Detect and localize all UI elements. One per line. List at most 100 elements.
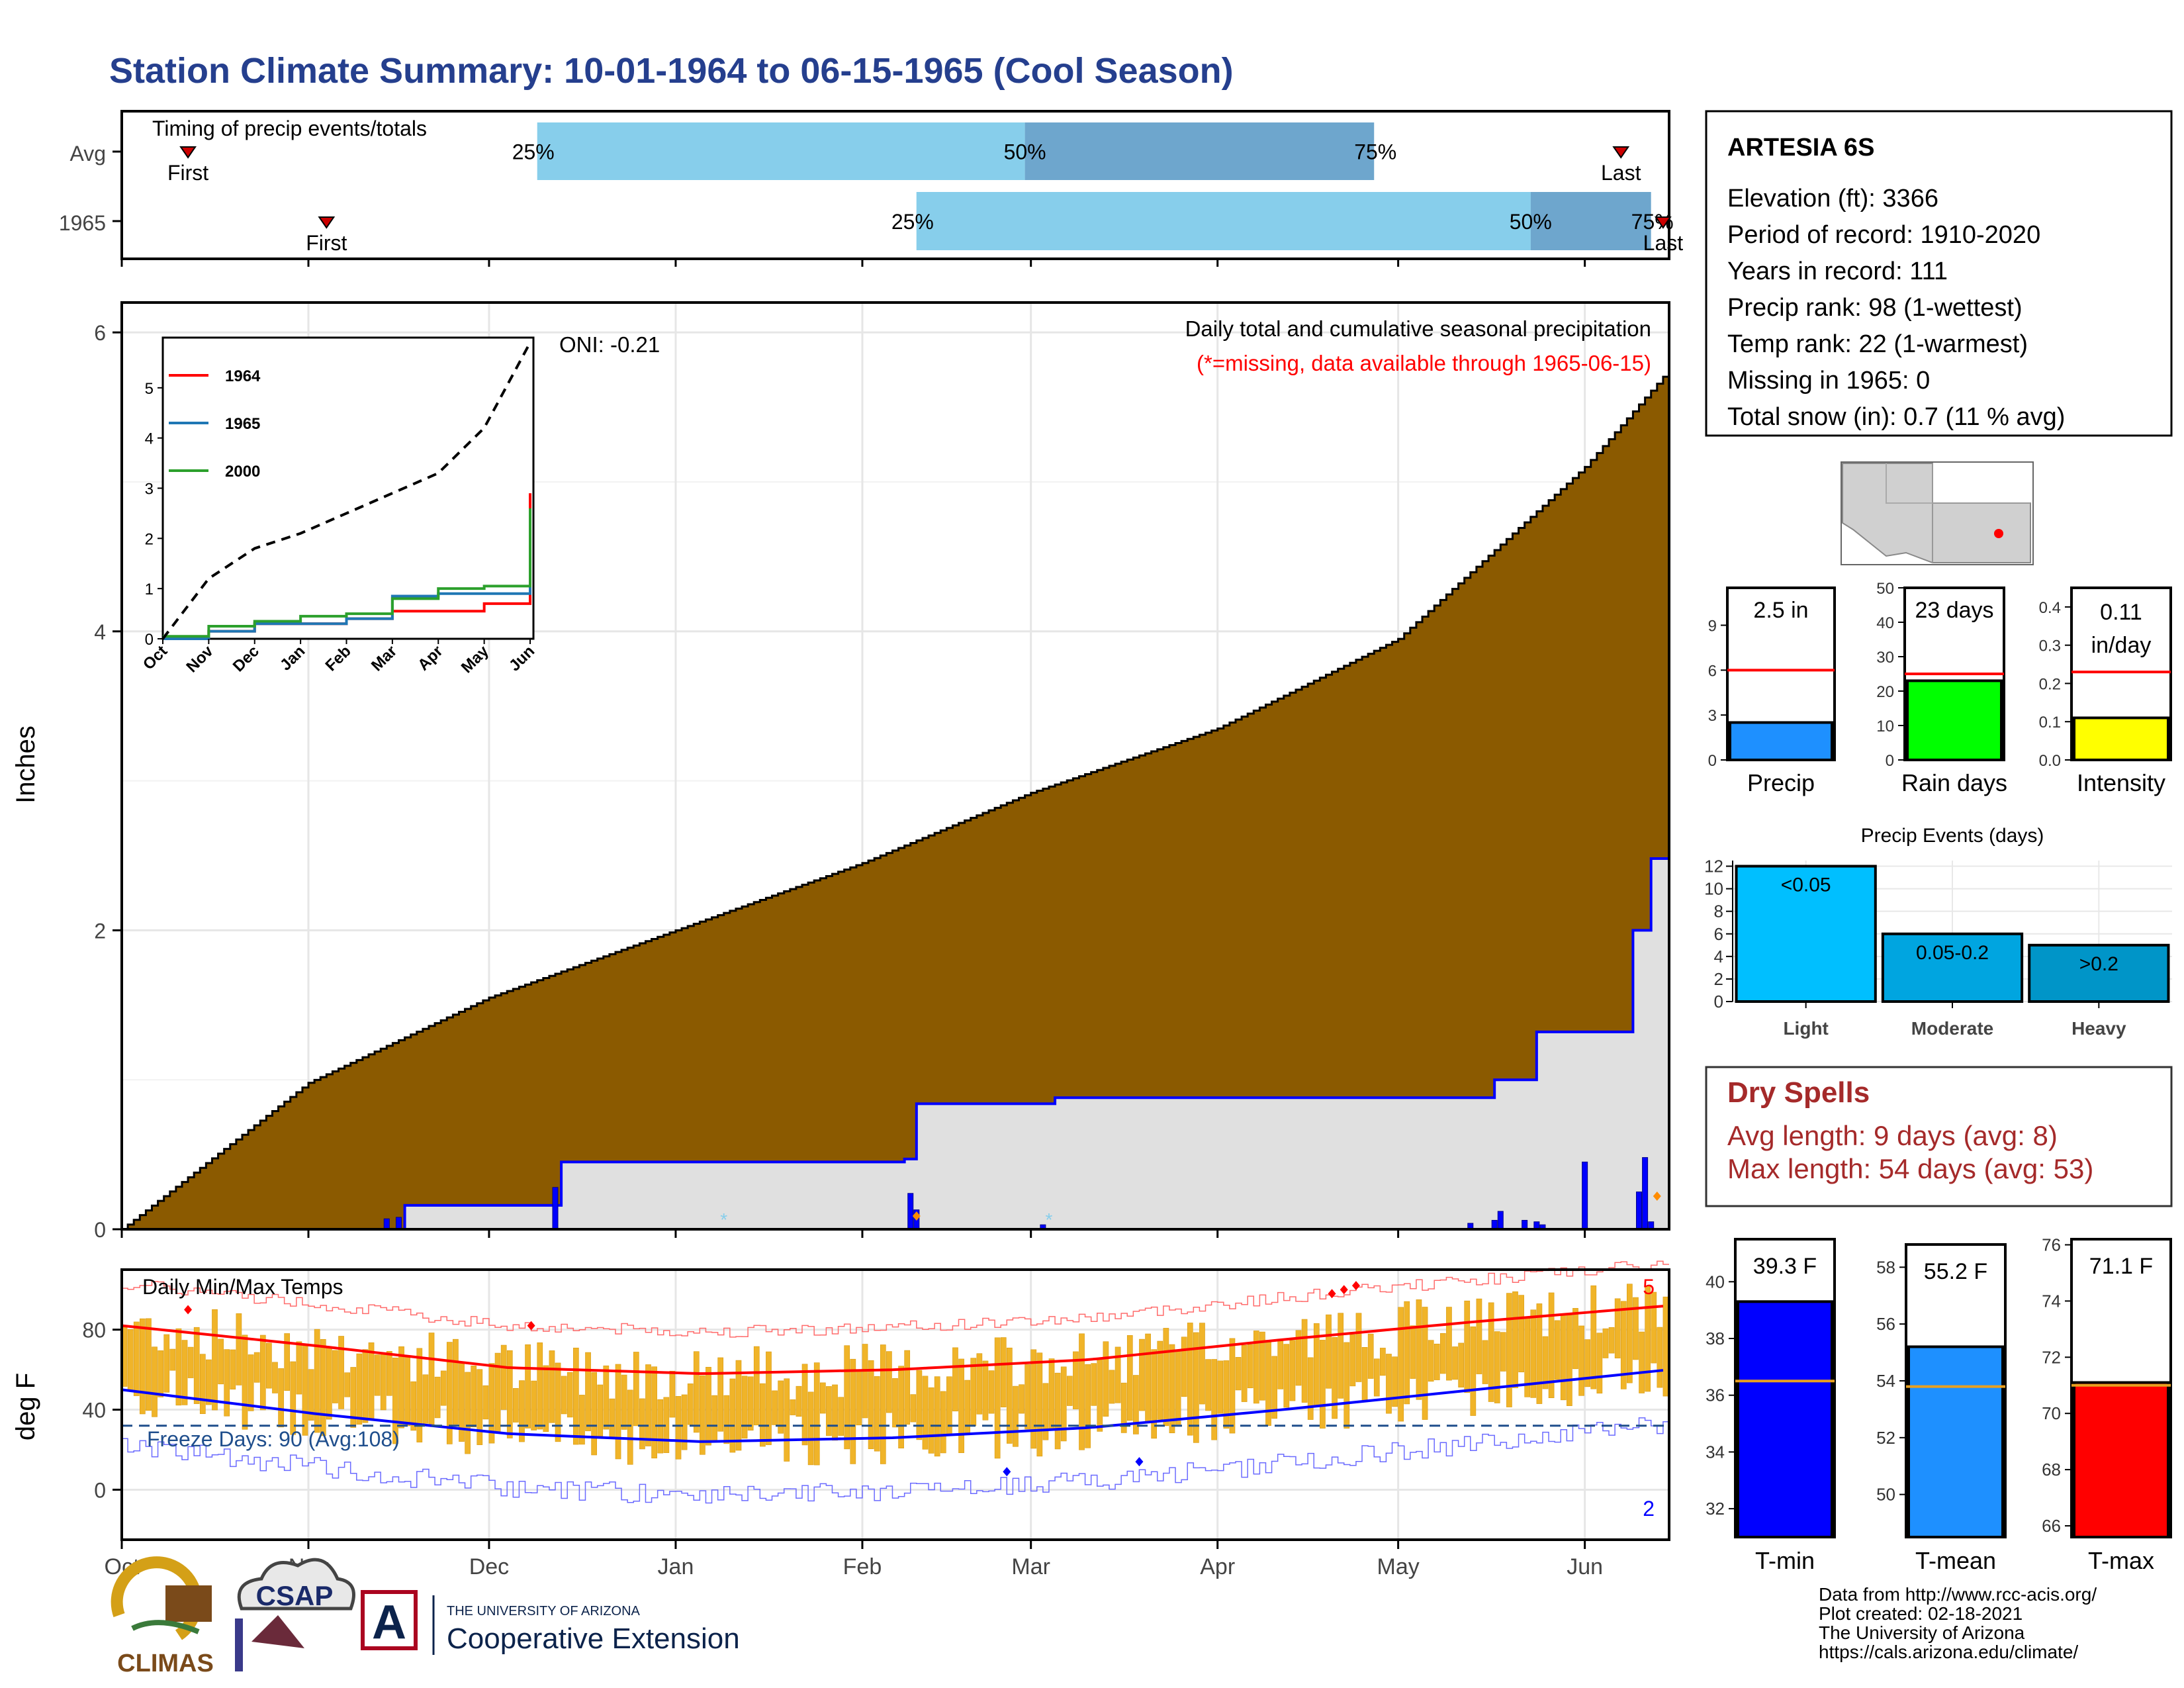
daily-temp-bar <box>1048 1358 1055 1429</box>
daily-temp-bar <box>1151 1349 1158 1439</box>
mini-chart-y-tick-label: 56 <box>1876 1314 1895 1334</box>
precip-y-tick-label: 6 <box>94 321 106 345</box>
daily-temp-bar <box>543 1365 549 1432</box>
daily-temp-bar <box>585 1352 591 1431</box>
daily-temp-bar <box>127 1329 134 1391</box>
daily-temp-bar <box>693 1351 700 1433</box>
mini-chart-y-tick-label: 0.2 <box>2039 675 2061 693</box>
daily-temp-bar <box>1320 1340 1326 1429</box>
record-low-line <box>122 1417 1669 1504</box>
events-y-tick-label: 2 <box>1714 969 1723 989</box>
daily-temp-bar <box>422 1374 429 1424</box>
station-info-line: Period of record: 1910-2020 <box>1727 221 2040 249</box>
daily-temp-bar <box>645 1364 651 1446</box>
daily-temp-bar <box>1560 1314 1567 1401</box>
footer-line: Plot created: 02-18-2021 <box>1819 1603 2023 1624</box>
daily-temp-bar <box>1404 1301 1410 1405</box>
daily-temp-bar <box>1235 1357 1242 1391</box>
temp-y-tick-label: 0 <box>94 1478 106 1502</box>
avg-max-line <box>121 1305 1664 1376</box>
daily-temp-bar <box>796 1385 802 1417</box>
station-info-box: ARTESIA 6S Elevation (ft): 3366 Period of… <box>1705 110 2173 437</box>
daily-temp-bar <box>133 1321 140 1396</box>
tmin-chart: 32 34 36 38 40 39.3 F T-min <box>1706 1238 1836 1574</box>
daily-temp-bar <box>627 1389 633 1465</box>
daily-temp-bar <box>350 1367 357 1428</box>
daily-temp-bar <box>1211 1359 1218 1440</box>
record-high-marker <box>1351 1281 1360 1291</box>
inset-y-tick-label: 0 <box>145 631 154 649</box>
mini-chart-y-tick-label: 50 <box>1876 1485 1895 1505</box>
events-x-tick-label: Light <box>1783 1018 1828 1039</box>
climas-logo-text: CLIMAS <box>117 1650 214 1677</box>
snow-marker <box>912 1211 921 1221</box>
daily-temp-bar <box>1380 1348 1386 1376</box>
last-event-label: Last <box>1643 231 1684 255</box>
daily-precip-bar <box>1642 1157 1649 1230</box>
daily-temp-bar <box>242 1335 248 1430</box>
daily-temp-bar <box>910 1394 917 1423</box>
daily-temp-bar <box>320 1338 326 1436</box>
daily-temp-bar <box>1079 1333 1085 1450</box>
daily-temp-bar <box>639 1398 645 1450</box>
daily-temp-bar <box>1530 1309 1537 1398</box>
daily-temp-bar <box>302 1344 308 1436</box>
daily-temp-bar <box>970 1358 977 1427</box>
mini-chart-y-tick-label: 52 <box>1876 1428 1895 1448</box>
daily-temp-bar <box>940 1391 946 1454</box>
footer-line: Data from http://www.rcc-acis.org/ <box>1819 1584 2097 1605</box>
daily-temp-bar <box>1500 1332 1506 1372</box>
mini-chart-y-tick-label: 40 <box>1876 614 1894 632</box>
precip-note-1: Daily total and cumulative seasonal prec… <box>1185 316 1651 341</box>
mini-chart-unit-label: in/day <box>2091 633 2152 658</box>
daily-temp-bar <box>506 1350 513 1438</box>
temp-panel-title: Daily Min/Max Temps <box>142 1275 343 1299</box>
daily-temp-bar <box>1073 1351 1079 1409</box>
first-event-marker <box>318 216 336 229</box>
events-x-tick-label: Heavy <box>2071 1018 2126 1039</box>
daily-temp-bar <box>1416 1299 1422 1400</box>
mini-chart-value-label: 71.1 F <box>2089 1254 2153 1279</box>
timing-q25-label: 25% <box>512 140 555 164</box>
intensity-chart: 0.0 0.1 0.2 0.3 0.4 0.11 in/day Intensity <box>2039 586 2172 796</box>
daily-temp-bar <box>1301 1319 1308 1403</box>
daily-temp-bar <box>428 1333 435 1425</box>
daily-temp-bar <box>1006 1347 1013 1444</box>
avg-min-line <box>121 1369 1664 1443</box>
daily-temp-bar <box>368 1342 375 1420</box>
month-label: Jun <box>1567 1554 1603 1579</box>
daily-temp-bar <box>1343 1342 1350 1429</box>
daily-temp-bar <box>199 1354 206 1415</box>
inset-y-tick-label: 4 <box>145 430 154 448</box>
daily-temp-bar <box>253 1352 260 1383</box>
daily-temp-bar <box>1355 1313 1362 1382</box>
daily-temp-bar <box>772 1390 778 1425</box>
daily-temp-bar <box>579 1395 585 1445</box>
daily-temp-bar <box>880 1344 886 1464</box>
daily-temp-bar <box>747 1376 754 1430</box>
daily-temp-bar <box>729 1378 736 1453</box>
daily-temp-bar <box>537 1342 543 1430</box>
mini-chart-value-label: 23 days <box>1915 598 1993 623</box>
daily-temp-bar <box>1036 1352 1043 1457</box>
station-info-line: Total snow (in): 0.7 (11 % avg) <box>1727 403 2065 431</box>
daily-temp-bar <box>1193 1332 1199 1443</box>
inset-y-tick-label: 1 <box>145 581 154 598</box>
daily-temp-bar <box>513 1387 519 1423</box>
daily-temp-bar <box>1572 1308 1578 1370</box>
events-y-tick-label: 6 <box>1714 924 1723 944</box>
daily-temp-bar <box>296 1341 302 1395</box>
daily-temp-bar <box>934 1376 940 1457</box>
daily-temp-bar <box>1584 1339 1591 1387</box>
daily-temp-bar <box>1488 1302 1494 1402</box>
daily-temp-bar <box>1627 1284 1633 1383</box>
events-bar-label: <0.05 <box>1781 874 1831 896</box>
daily-temp-bar <box>471 1366 477 1428</box>
mini-chart-title: T-mean <box>1915 1547 1996 1574</box>
daily-temp-bar <box>266 1342 272 1389</box>
daily-temp-bar <box>525 1344 531 1429</box>
daily-temp-bar <box>1247 1344 1253 1389</box>
daily-temp-bar <box>1554 1320 1561 1380</box>
mini-chart-title: Precip <box>1747 769 1815 796</box>
daily-temp-bar <box>477 1369 483 1445</box>
